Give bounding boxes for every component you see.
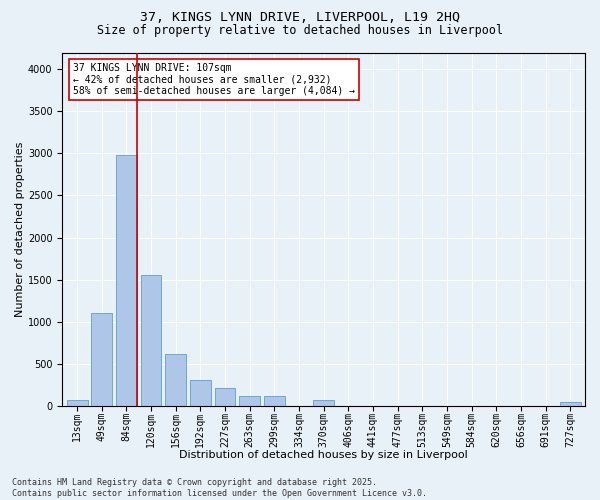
Bar: [239, 396, 260, 406]
Text: Contains HM Land Registry data © Crown copyright and database right 2025.
Contai: Contains HM Land Registry data © Crown c…: [12, 478, 427, 498]
Bar: [190, 380, 211, 406]
Y-axis label: Number of detached properties: Number of detached properties: [15, 142, 25, 317]
Text: 37 KINGS LYNN DRIVE: 107sqm
← 42% of detached houses are smaller (2,932)
58% of : 37 KINGS LYNN DRIVE: 107sqm ← 42% of det…: [73, 63, 355, 96]
X-axis label: Distribution of detached houses by size in Liverpool: Distribution of detached houses by size …: [179, 450, 468, 460]
Text: Size of property relative to detached houses in Liverpool: Size of property relative to detached ho…: [97, 24, 503, 37]
Text: 37, KINGS LYNN DRIVE, LIVERPOOL, L19 2HQ: 37, KINGS LYNN DRIVE, LIVERPOOL, L19 2HQ: [140, 11, 460, 24]
Bar: [116, 155, 137, 406]
Bar: [165, 354, 186, 406]
Bar: [560, 402, 581, 406]
Bar: [67, 400, 88, 406]
Bar: [91, 313, 112, 406]
Bar: [264, 396, 285, 406]
Bar: [215, 388, 235, 406]
Bar: [140, 276, 161, 406]
Bar: [313, 400, 334, 406]
